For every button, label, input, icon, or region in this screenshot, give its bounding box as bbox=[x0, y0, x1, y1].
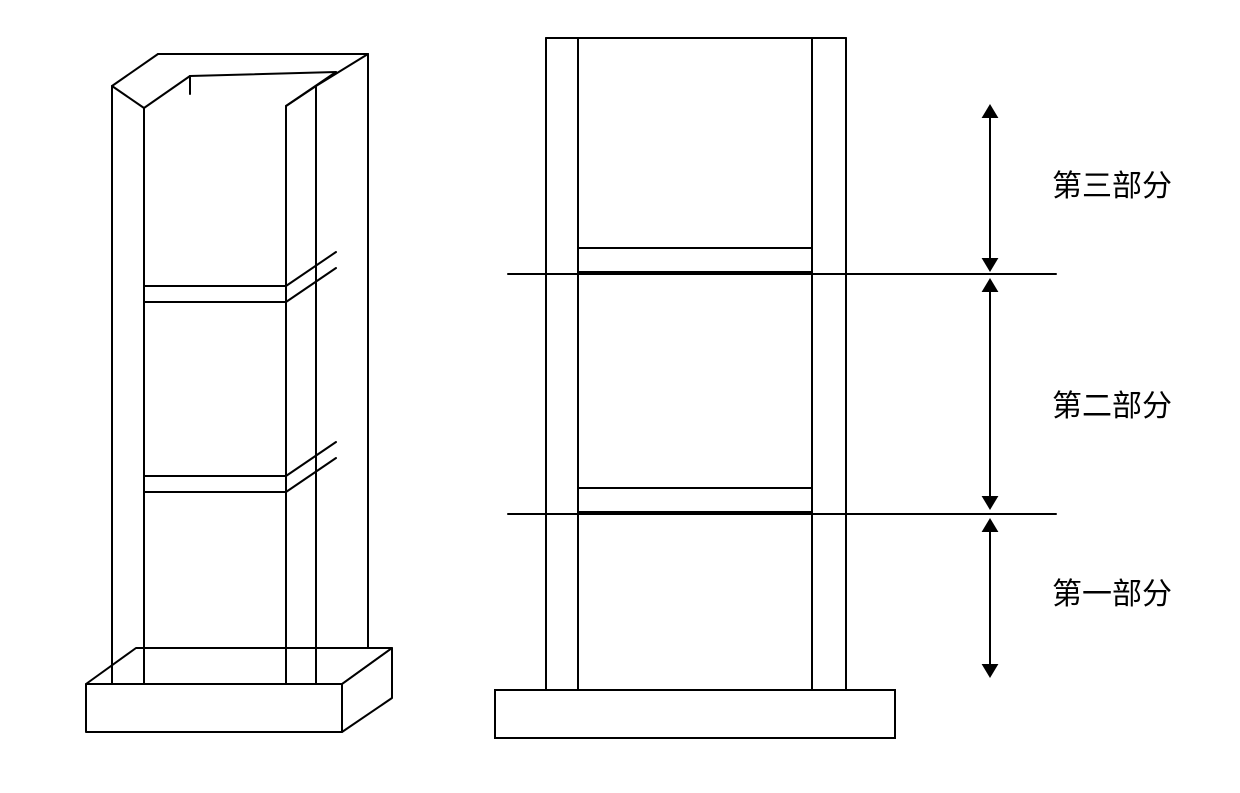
label-part3: 第三部分 bbox=[1052, 170, 1172, 203]
iso-shelf-upper-top bbox=[144, 252, 336, 286]
iso-base-front bbox=[86, 684, 342, 732]
front-base bbox=[495, 690, 895, 738]
label-part1: 第一部分 bbox=[1052, 578, 1172, 611]
iso-base-top bbox=[86, 648, 392, 684]
label-part2: 第二部分 bbox=[1052, 390, 1172, 423]
iso-base-right bbox=[342, 648, 392, 732]
iso-shelf-lower-top bbox=[144, 442, 336, 476]
